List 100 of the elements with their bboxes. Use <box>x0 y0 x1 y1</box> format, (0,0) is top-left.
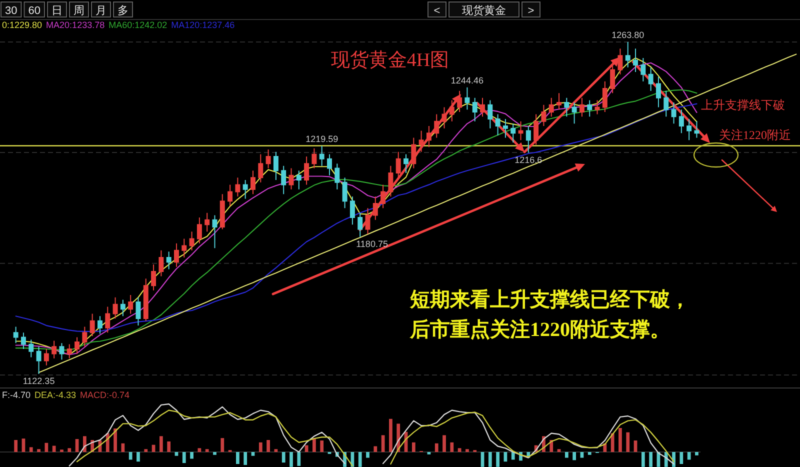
candlestick <box>182 238 187 258</box>
candlestick <box>266 149 271 169</box>
bar <box>488 452 492 467</box>
candlestick <box>319 145 324 166</box>
button: 多 <box>113 2 133 18</box>
bar <box>160 436 163 452</box>
annotation: 1263.80 <box>612 30 644 40</box>
candlestick <box>312 148 317 169</box>
candlestick <box>136 296 141 326</box>
bar <box>297 452 301 466</box>
candlestick <box>13 326 18 344</box>
candlestick <box>510 123 516 143</box>
annotation: 1180.75 <box>356 238 388 249</box>
bar <box>572 452 576 460</box>
candlestick <box>20 332 26 350</box>
candlestick <box>502 118 508 138</box>
candlestick <box>418 130 424 152</box>
chart-title: 现货黄金4H图 <box>330 50 450 71</box>
candlestick <box>372 196 378 220</box>
candlestick <box>495 114 500 136</box>
candlestick <box>258 154 264 183</box>
bar <box>580 452 584 458</box>
bar <box>695 452 698 456</box>
bar <box>251 452 255 456</box>
candlestick <box>174 242 179 268</box>
bar <box>626 432 630 452</box>
bar <box>205 449 209 452</box>
bar <box>588 452 592 455</box>
candlestick <box>288 168 294 190</box>
candlestick <box>273 151 278 181</box>
bar <box>434 443 438 452</box>
bar <box>236 452 240 464</box>
bar <box>68 448 72 452</box>
button: 月 <box>91 2 111 18</box>
candlestick <box>350 196 355 226</box>
candlestick <box>52 340 57 359</box>
candlestick <box>618 48 623 75</box>
bar <box>412 442 416 452</box>
candlestick <box>304 156 310 186</box>
candlestick <box>396 151 401 178</box>
candlestick <box>404 154 408 174</box>
bar <box>244 452 248 465</box>
bar <box>52 446 56 452</box>
bar <box>466 449 469 452</box>
bar <box>22 438 26 452</box>
legend: 0:1229.80 MA20:1233.78 MA60:1242.02 MA120:1237.46 <box>2 20 235 30</box>
candlestick <box>541 104 546 127</box>
candlestick <box>534 114 539 146</box>
candlestick <box>602 80 608 112</box>
candlestick <box>365 208 370 234</box>
candlestick <box>358 212 363 238</box>
annotation: 短期来看上升支撑线已经下破，后市重点关注1220附近支撑。 <box>409 288 690 341</box>
candlestick <box>220 194 225 230</box>
annotation: 上升支撑线下破 <box>701 98 785 112</box>
bar <box>381 435 385 452</box>
button: 现货黄金 <box>448 2 520 18</box>
candlestick <box>556 92 562 110</box>
candlestick <box>166 251 172 270</box>
candlestick <box>656 76 661 108</box>
bar <box>511 452 515 460</box>
bar <box>374 446 378 452</box>
candlestick <box>633 48 638 73</box>
candlestick <box>143 278 148 322</box>
bar <box>389 418 392 452</box>
candlestick <box>242 180 248 200</box>
bar <box>557 449 561 452</box>
candlestick <box>411 137 416 169</box>
candlestick <box>426 126 432 148</box>
bar <box>450 442 454 452</box>
annotation: 1122.35 <box>22 376 55 386</box>
candlestick <box>189 231 194 251</box>
bar <box>44 442 48 452</box>
candlestick <box>105 306 110 334</box>
bar <box>29 447 33 452</box>
bar <box>220 438 224 452</box>
candlestick <box>281 165 286 195</box>
bar <box>266 440 270 452</box>
candlestick <box>228 184 233 206</box>
bar <box>458 448 462 452</box>
candlestick <box>112 296 118 319</box>
bar <box>496 452 500 467</box>
button: < <box>428 2 446 18</box>
legend: F:-4.70 DEA:-4.33 MACD:-0.74 <box>2 390 130 400</box>
candlestick <box>640 57 646 82</box>
candlestick <box>158 250 164 277</box>
bar <box>182 452 186 464</box>
candlestick <box>74 336 80 354</box>
candlestick <box>342 177 348 209</box>
bar <box>680 452 684 464</box>
bar <box>480 452 484 467</box>
button: 周 <box>69 2 89 18</box>
bar <box>290 452 293 467</box>
bar <box>190 452 194 459</box>
bar <box>213 452 216 455</box>
candlestick <box>526 126 531 154</box>
candlestick <box>380 184 386 209</box>
button: 日 <box>47 2 67 18</box>
bar <box>167 441 171 452</box>
bar <box>198 448 202 452</box>
candlestick <box>59 342 64 360</box>
